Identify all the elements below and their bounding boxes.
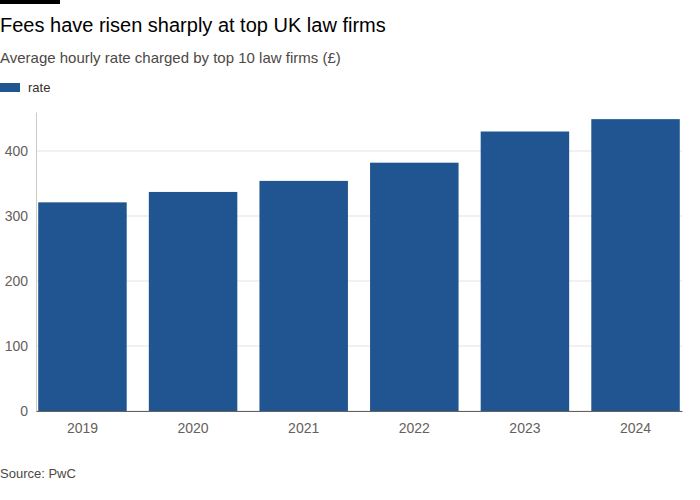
x-tick: 2021 <box>288 411 319 436</box>
y-axis: 0 100 200 300 400 <box>5 113 37 419</box>
x-tick-label: 2019 <box>67 420 98 436</box>
bar <box>259 181 347 411</box>
bars <box>38 119 680 411</box>
y-tick: 300 <box>5 208 36 224</box>
x-tick-label: 2021 <box>288 420 319 436</box>
bar <box>149 192 237 411</box>
y-tick: 400 <box>5 143 36 159</box>
x-tick-label: 2020 <box>177 420 208 436</box>
y-tick-label: 0 <box>20 403 28 419</box>
bar <box>591 119 679 411</box>
source: Source: PwC <box>0 466 76 481</box>
x-tick-label: 2022 <box>399 420 430 436</box>
x-axis: 2019 2020 2021 2022 2023 2024 <box>37 411 683 436</box>
x-tick-label: 2024 <box>620 420 651 436</box>
legend: rate <box>0 80 50 95</box>
y-tick-label: 400 <box>5 143 29 159</box>
x-tick: 2022 <box>399 411 430 436</box>
x-tick: 2019 <box>67 411 98 436</box>
bar <box>38 202 126 411</box>
legend-swatch <box>0 83 20 92</box>
subtitle: Average hourly rate charged by top 10 la… <box>0 49 341 66</box>
y-tick-label: 300 <box>5 208 29 224</box>
y-tick: 200 <box>5 273 36 289</box>
x-tick-label: 2023 <box>509 420 540 436</box>
top-bar <box>0 0 60 4</box>
grid-line <box>36 346 682 347</box>
grid-line <box>36 411 682 412</box>
chart: Fees have risen sharply at top UK law fi… <box>0 0 700 500</box>
x-tick: 2023 <box>509 411 540 436</box>
grid-line <box>36 216 682 217</box>
grid-line <box>36 281 682 282</box>
legend-label: rate <box>28 80 50 95</box>
y-axis-line <box>36 113 37 412</box>
title: Fees have risen sharply at top UK law fi… <box>0 14 386 36</box>
grid <box>36 151 682 411</box>
y-tick-label: 100 <box>5 338 29 354</box>
y-tick: 0 <box>20 403 36 419</box>
x-tick: 2024 <box>620 411 651 436</box>
x-axis-line <box>37 411 683 412</box>
x-tick: 2020 <box>177 411 208 436</box>
grid-line <box>36 151 682 152</box>
y-tick-label: 200 <box>5 273 29 289</box>
bar <box>370 163 458 411</box>
y-tick: 100 <box>5 338 36 354</box>
bar <box>481 132 569 412</box>
